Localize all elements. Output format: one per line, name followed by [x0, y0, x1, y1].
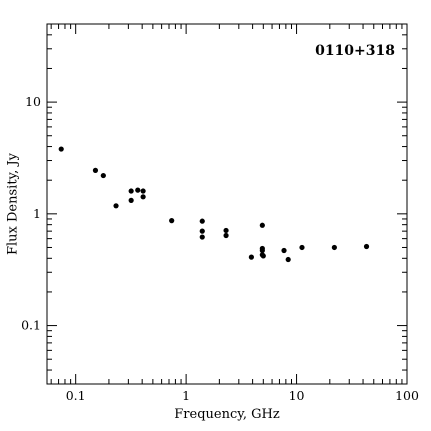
- x-tick-label: 1: [182, 388, 190, 403]
- data-point: [58, 146, 64, 152]
- axis-tick-labels: 0.1 1 10 100 0.1 1 10: [21, 94, 419, 403]
- x-tick-label: 10: [289, 388, 305, 403]
- y-tick-label: 1: [33, 206, 41, 221]
- data-point: [128, 188, 134, 194]
- data-point: [140, 194, 146, 200]
- data-point: [135, 187, 141, 193]
- data-point: [128, 197, 134, 203]
- data-point: [299, 244, 305, 251]
- data-point: [223, 227, 229, 234]
- data-point: [199, 228, 205, 234]
- data-point: [281, 247, 287, 254]
- chart-title: 0110+318: [315, 43, 395, 59]
- x-tick-label: 100: [395, 388, 419, 403]
- y-tick-label: 0.1: [21, 318, 41, 333]
- axis-ticks: [47, 23, 408, 385]
- data-point: [363, 243, 370, 250]
- data-point: [199, 218, 205, 224]
- y-tick-label: 10: [25, 94, 41, 109]
- data-point: [248, 254, 254, 260]
- data-point: [113, 203, 119, 209]
- data-point: [92, 167, 99, 173]
- data-point: [169, 218, 175, 224]
- data-point: [140, 188, 146, 194]
- data-point: [100, 172, 106, 179]
- y-axis-title: Flux Density, Jy: [6, 152, 21, 255]
- data-point: [260, 253, 266, 259]
- data-point: [331, 244, 337, 251]
- data-point: [223, 232, 229, 239]
- x-axis-title: Frequency, GHz: [174, 407, 280, 422]
- data-points: [58, 146, 370, 263]
- plot-frame: [46, 23, 408, 385]
- data-point: [285, 256, 291, 263]
- data-point: [259, 222, 265, 228]
- data-point: [259, 247, 265, 254]
- x-tick-label: 0.1: [66, 388, 86, 403]
- data-point: [199, 234, 205, 240]
